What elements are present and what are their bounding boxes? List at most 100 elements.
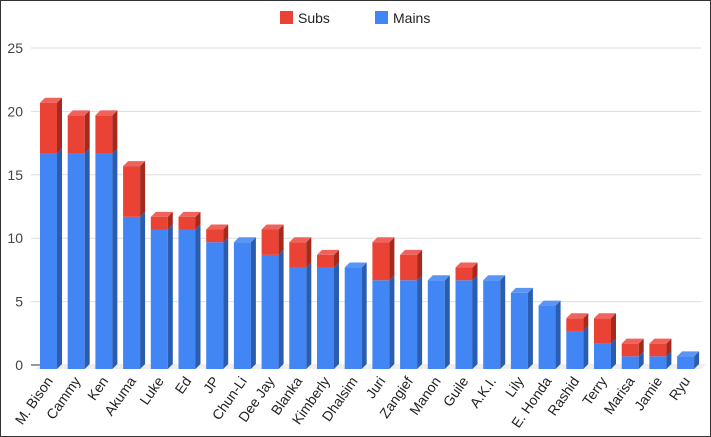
bar-mains-front — [455, 280, 473, 369]
bar-subs-front — [206, 229, 224, 243]
bar-top-face — [261, 224, 284, 230]
y-tick-label: 25 — [7, 40, 23, 56]
x-tick-label: Luke — [136, 373, 167, 407]
bar-subs-front — [455, 267, 473, 281]
bar-mains-side — [84, 148, 90, 369]
bar-subs-side — [334, 249, 339, 268]
bar-mains-front — [67, 153, 85, 369]
legend-swatch-mains — [375, 11, 388, 24]
bar-mains-side — [250, 237, 256, 369]
bar-subs-side — [472, 262, 478, 281]
bar-mains-side — [167, 224, 173, 369]
bar-mains-front — [566, 330, 584, 369]
bar-subs-side — [223, 224, 229, 243]
bar-mains-front — [510, 292, 528, 369]
bar-subs-front — [150, 216, 168, 230]
bar-subs-front — [40, 102, 57, 154]
bar-top-face — [677, 351, 700, 357]
bar-subs-side — [666, 338, 672, 357]
bar-mains-front — [123, 216, 141, 369]
bar-subs-front — [621, 343, 639, 357]
bar-mains-side — [583, 325, 589, 369]
x-tick-label: Jamie — [631, 373, 666, 413]
bar-mains-side — [694, 351, 700, 369]
bar-mains-side — [500, 275, 506, 369]
bar-mains-front — [150, 229, 168, 369]
bar-mains-side — [306, 262, 312, 369]
bar-mains-side — [389, 275, 395, 369]
legend-label-subs: Subs — [298, 10, 330, 26]
legend-label-mains: Mains — [393, 10, 430, 26]
bar-subs-side — [112, 110, 118, 154]
bar-mains-front — [95, 153, 113, 369]
bar-subs-front — [317, 254, 334, 268]
bar-mains-front — [317, 267, 334, 369]
bar-mains-side — [638, 351, 644, 369]
bar-top-face — [400, 249, 423, 255]
chart-floor — [36, 364, 706, 369]
bar-subs-front — [594, 318, 611, 344]
x-tick-label: Lily — [502, 374, 527, 400]
bar-subs-side — [195, 211, 201, 230]
bar-top-face — [344, 262, 367, 268]
bar-top-face — [150, 211, 173, 217]
legend-swatch-subs — [280, 11, 293, 24]
bar-subs-front — [261, 229, 279, 255]
bar-mains-front — [621, 356, 639, 369]
bar-top-face — [289, 237, 312, 243]
y-tick-label: 15 — [7, 167, 23, 183]
bar-top-face — [538, 300, 561, 306]
bar-subs-front — [67, 115, 85, 154]
bar-mains-front — [344, 267, 362, 369]
bar-subs-front — [400, 254, 418, 281]
bar-mains-side — [195, 224, 201, 369]
bar-mains-front — [178, 229, 196, 369]
x-tick-label: JP — [200, 374, 222, 397]
bar-top-face — [594, 313, 616, 319]
y-tick-label: 20 — [7, 103, 23, 119]
bar-top-face — [372, 237, 395, 243]
bar-subs-front — [178, 216, 196, 230]
bar-subs-side — [278, 224, 284, 255]
bar-mains-front — [677, 356, 695, 369]
bar-top-face — [566, 313, 589, 319]
x-tick-label: M. Bison — [12, 374, 56, 428]
bar-mains-front — [400, 280, 418, 369]
bar-top-face — [427, 275, 450, 281]
bar-subs-side — [583, 313, 589, 331]
bar-top-face — [649, 338, 672, 344]
bar-mains-front — [372, 280, 390, 369]
bar-subs-side — [389, 237, 395, 281]
bar-mains-side — [361, 262, 367, 369]
bar-subs-side — [417, 249, 423, 281]
bar-subs-side — [611, 313, 616, 344]
bar-top-face — [95, 110, 118, 116]
bar-top-face — [621, 338, 644, 344]
bar-mains-side — [444, 275, 450, 369]
bar-mains-side — [334, 262, 339, 369]
bar-top-face — [67, 110, 90, 116]
x-tick-label: Guile — [440, 373, 472, 409]
x-tick-label: Juri — [362, 374, 388, 402]
bar-top-face — [510, 287, 533, 293]
bar-mains-front — [261, 254, 279, 369]
bar-mains-side — [140, 211, 146, 369]
bar-subs-side — [84, 110, 90, 154]
x-tick-label: A.K.I. — [466, 374, 499, 411]
bar-subs-front — [372, 242, 390, 281]
x-tick-label: Ed — [172, 374, 195, 397]
bar-mains-front — [206, 242, 224, 369]
bar-mains-front — [649, 356, 667, 369]
bar-mains-side — [278, 249, 284, 369]
bar-mains-side — [417, 275, 423, 369]
bar-subs-front — [123, 166, 141, 217]
bar-mains-side — [57, 148, 62, 369]
bar-subs-side — [57, 97, 62, 154]
bar-mains-front — [538, 305, 556, 369]
bar-mains-front — [427, 280, 445, 369]
bar-subs-front — [649, 343, 667, 357]
bar-mains-side — [611, 338, 616, 369]
bar-subs-side — [140, 161, 146, 217]
